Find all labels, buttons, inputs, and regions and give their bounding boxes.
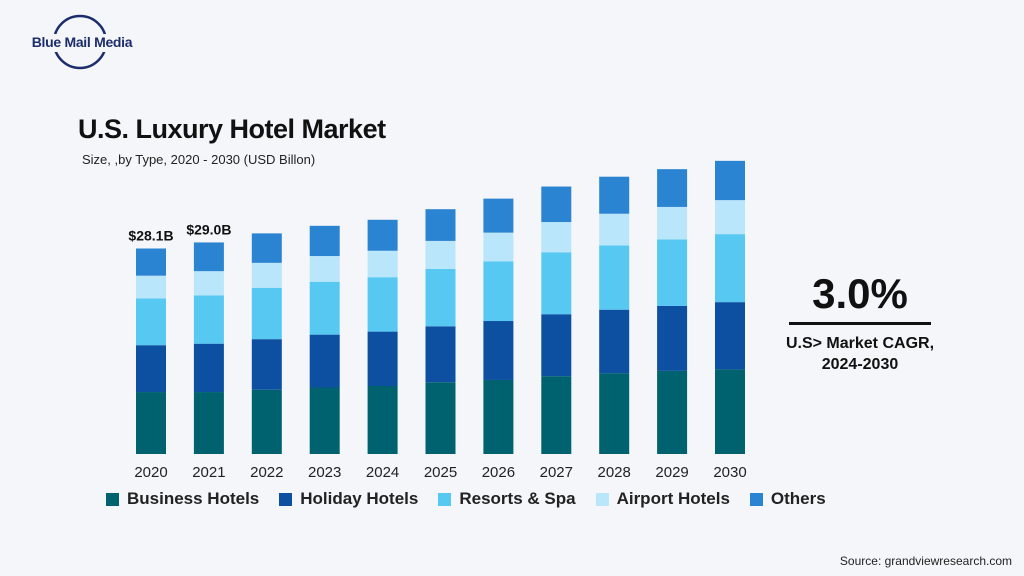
bar-segment [715,160,745,201]
bar-segment [367,277,398,332]
bar-segment [715,200,745,235]
legend-label: Resorts & Spa [459,489,576,508]
x-tick-label: 2024 [366,464,399,481]
bar-segment [193,343,224,393]
x-tick-label: 2029 [655,464,688,481]
brand-logo: Blue Mail Media [22,14,142,70]
bar-segment [425,240,456,269]
bar-segment [136,298,166,346]
legend-swatch [106,492,119,506]
bar-segment [657,370,688,454]
legend-label: Business Hotels [127,489,260,508]
x-tick-label: 2023 [308,464,341,481]
bar-segment [251,389,282,454]
brand-name: Blue Mail Media [31,34,133,50]
legend-item: Others [749,489,826,509]
bar-segment [251,287,282,340]
legend-swatch [279,492,293,506]
bar-segment [367,219,398,251]
bar-segment [367,386,398,454]
x-tick-label: 2027 [540,464,573,481]
bar-segment [309,387,340,454]
bar-segment [251,262,282,288]
bar-segment [599,373,630,454]
bar-segment [136,248,166,276]
legend-item: Resorts & Spa [438,489,576,509]
bar-segment [425,382,456,454]
bar-segment [309,334,340,388]
chart-subtitle: Size, ,by Type, 2020 - 2030 (USD Billon) [82,152,316,167]
x-tick-label: 2020 [134,464,167,481]
bar-segment [309,256,340,282]
bar-segment [136,392,166,454]
legend-swatch [749,492,763,506]
cagr-divider [789,322,931,325]
cagr-label-line2: 2024-2030 [821,356,899,373]
bar-segment [483,321,514,380]
bar-segment [599,309,630,374]
bar-segment [483,232,514,262]
cagr-value: 3.0% [812,270,908,317]
bar-segment [193,271,224,296]
bar-segment [715,302,745,370]
bar-segment [541,186,572,223]
bar-segment [136,345,166,393]
bar-segment [657,239,688,306]
legend-label: Holiday Hotels [300,489,419,508]
bar-segment [309,225,340,257]
x-tick-label: 2025 [424,464,457,481]
bar-segment [367,331,398,386]
bar-segment [425,209,456,241]
x-tick-label: 2021 [192,464,225,481]
bar-segment [715,369,745,454]
source-note: Source: grandviewresearch.com [839,554,1012,568]
bar-segment [541,376,572,454]
legend-item: Business Hotels [106,489,259,509]
bar-segment [599,245,630,310]
bar-segment [657,169,688,207]
legend-label: Others [770,489,826,508]
chart-legend: Business Hotels Holiday Hotels Resorts &… [106,489,826,509]
bar-segment [193,295,224,344]
bar-segment [541,222,572,253]
bar-segment [483,261,514,322]
x-tick-label: 2026 [482,464,515,481]
bar-segment [657,206,688,240]
data-label: $28.1B [128,227,173,243]
x-tick-label: 2030 [713,464,746,481]
bar-segment [193,392,224,454]
legend-label: Airport Hotels [616,489,730,508]
x-tick-label: 2022 [250,464,283,481]
legend-item: Airport Hotels [595,489,730,509]
x-tick-label: 2028 [598,464,631,481]
chart-title: U.S. Luxury Hotel Market [78,114,386,144]
bar-segment [599,176,630,214]
bar-segment [483,379,514,454]
data-label: $29.0B [186,221,231,237]
legend-swatch [595,492,609,506]
legend-swatch [438,492,452,506]
bar-segment [425,268,456,327]
bar-segment [367,250,398,278]
bar-segment [599,213,630,246]
bar-segment [425,326,456,383]
bar-segment [657,305,688,371]
bar-segment [541,314,572,377]
cagr-callout: 3.0% U.S> Market CAGR, 2024-2030 [780,272,940,375]
bar-segment [251,339,282,390]
cagr-label-line1: U.S> Market CAGR, [785,335,935,352]
bar-segment [541,252,572,315]
bar-segment [251,233,282,263]
bar-segment [136,275,166,299]
logo-ring-icon [32,14,128,70]
bar-segment [715,234,745,303]
bar-segment [193,242,224,272]
legend-item: Holiday Hotels [279,489,418,509]
bar-segment [309,281,340,335]
bar-segment [483,198,514,233]
